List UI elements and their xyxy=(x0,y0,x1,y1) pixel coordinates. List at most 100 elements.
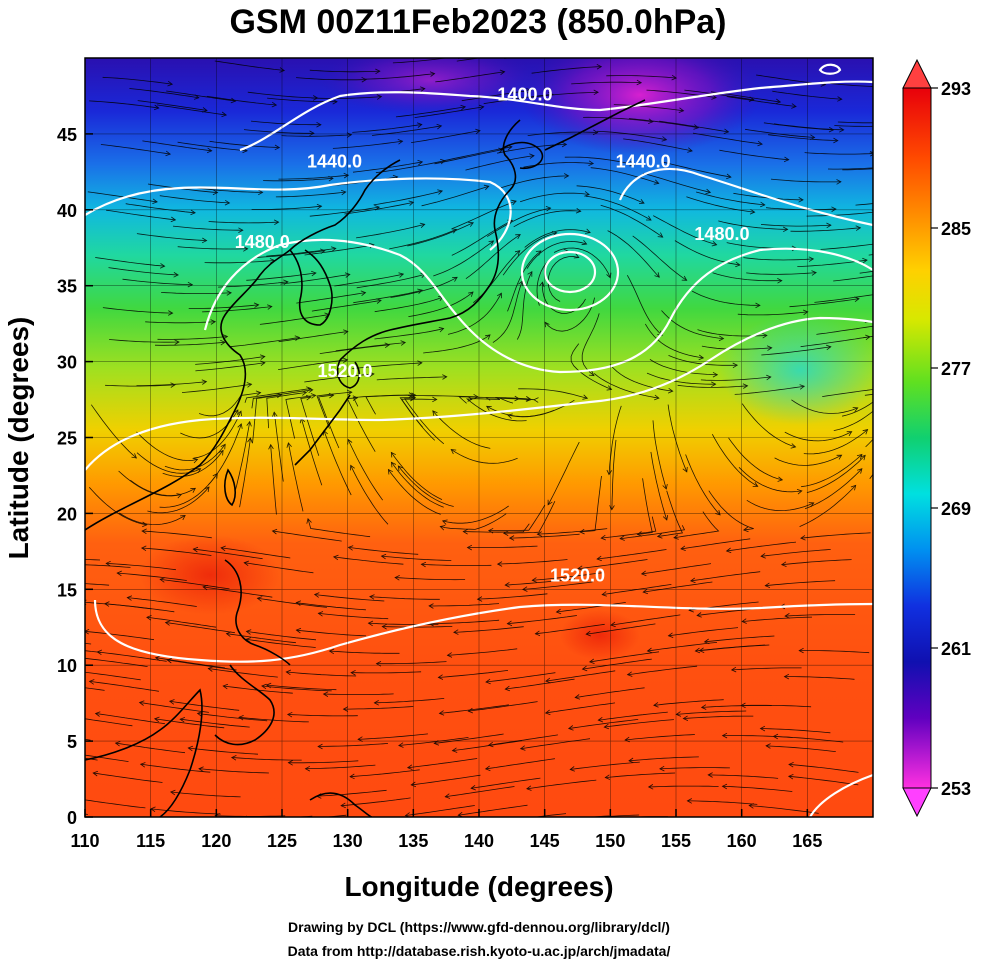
streamline-arrow xyxy=(317,611,324,617)
streamline-arrow xyxy=(187,745,194,752)
streamline xyxy=(246,272,316,281)
streamline xyxy=(492,280,523,343)
streamline-arrow xyxy=(417,159,424,166)
streamline xyxy=(842,168,873,171)
streamline xyxy=(761,549,831,557)
contour-low-inner xyxy=(543,250,597,294)
colorbar-tick-label: 269 xyxy=(941,499,971,519)
streamline-arrow xyxy=(544,709,551,716)
streamline-arrow xyxy=(836,179,842,185)
streamline-arrow xyxy=(305,394,312,401)
streamline-arrow xyxy=(397,465,404,471)
streamline xyxy=(376,376,447,381)
streamline xyxy=(737,311,808,316)
streamline xyxy=(257,597,327,608)
streamline xyxy=(568,719,639,729)
streamline-arrow xyxy=(529,153,535,159)
streamline xyxy=(528,91,599,98)
streamline xyxy=(244,388,311,403)
streamline xyxy=(680,538,751,550)
streamline-arrow xyxy=(253,302,260,308)
streamline-arrow xyxy=(429,71,436,77)
streamline xyxy=(668,627,739,637)
streamline xyxy=(197,713,268,722)
streamline xyxy=(734,385,805,395)
streamline xyxy=(628,118,699,129)
x-tick-label: 165 xyxy=(792,831,822,851)
streamline xyxy=(180,409,239,439)
streamline-arrow xyxy=(681,275,688,281)
streamline-arrow xyxy=(201,237,208,244)
streamline-arrow xyxy=(548,92,554,98)
streamline xyxy=(389,229,457,250)
y-tick-label: 10 xyxy=(57,656,77,676)
credit-drawing: Drawing by DCL (https://www.gfd-dennou.o… xyxy=(288,919,670,935)
streamline-arrow xyxy=(114,741,121,747)
height-contours xyxy=(85,63,873,817)
streamline-arrow xyxy=(836,454,843,460)
streamline-arrow xyxy=(398,272,405,278)
streamline xyxy=(503,501,556,534)
streamline xyxy=(477,593,548,600)
streamline-arrow xyxy=(462,528,468,535)
streamline-arrow xyxy=(783,226,789,233)
streamline-arrow xyxy=(210,319,217,325)
streamline-arrow xyxy=(31,644,36,649)
streamline xyxy=(85,671,141,681)
streamline-arrow xyxy=(887,385,892,390)
streamline-arrow xyxy=(277,817,282,822)
colorbar-ticks: 293 285 277 269 261 253 xyxy=(931,79,971,799)
streamline xyxy=(307,518,371,538)
streamline xyxy=(676,710,747,715)
streamline-arrow xyxy=(450,449,457,455)
streamline xyxy=(761,346,831,356)
streamline-arrow xyxy=(648,118,654,124)
streamline-arrow xyxy=(460,104,467,111)
streamline-arrow xyxy=(272,411,278,418)
streamline xyxy=(408,395,478,398)
streamline xyxy=(252,394,282,444)
streamline xyxy=(87,191,158,203)
streamline xyxy=(488,504,546,532)
streamline-arrow xyxy=(311,270,317,277)
streamline xyxy=(395,106,466,118)
streamline xyxy=(343,706,414,710)
streamline-arrow xyxy=(287,760,293,766)
streamline xyxy=(117,572,187,581)
streamline-arrow xyxy=(682,466,688,473)
streamline-arrow xyxy=(360,290,367,297)
streamline-arrow xyxy=(467,396,473,402)
streamline-arrow xyxy=(419,222,426,228)
streamline xyxy=(692,132,763,145)
streamline xyxy=(659,767,730,770)
streamline-arrow xyxy=(437,189,444,195)
streamline xyxy=(576,185,645,204)
streamline xyxy=(708,490,754,531)
streamline-arrow xyxy=(661,136,668,142)
streamline xyxy=(140,763,211,773)
streamline xyxy=(136,233,207,241)
streamline-arrow xyxy=(504,582,510,588)
streamline-arrow xyxy=(222,683,229,690)
streamline xyxy=(784,676,855,680)
streamline-arrow xyxy=(410,395,416,402)
streamline-arrow xyxy=(507,413,513,419)
streamline-arrow xyxy=(721,732,728,739)
streamline xyxy=(535,623,605,635)
streamline xyxy=(859,270,873,274)
coast-new-guinea xyxy=(309,792,373,817)
streamline xyxy=(499,175,569,189)
streamline-arrow xyxy=(76,797,81,802)
streamline-arrow xyxy=(772,733,779,740)
streamline xyxy=(453,626,524,633)
streamline-arrow xyxy=(784,613,790,619)
streamline xyxy=(382,626,453,628)
streamline xyxy=(463,523,530,533)
streamline-arrow xyxy=(332,554,339,561)
streamline xyxy=(246,638,316,648)
streamline xyxy=(397,465,454,507)
streamline xyxy=(613,104,684,112)
streamline-arrow xyxy=(798,197,804,203)
streamline-arrow xyxy=(748,803,754,809)
streamline-arrow xyxy=(159,263,166,269)
